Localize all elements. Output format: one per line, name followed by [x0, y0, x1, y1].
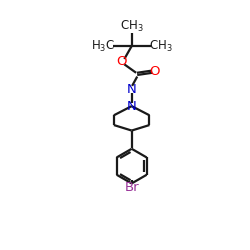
- Text: O: O: [150, 65, 160, 78]
- Text: CH$_3$: CH$_3$: [120, 18, 144, 34]
- Text: N: N: [127, 100, 136, 112]
- Text: O: O: [116, 55, 127, 68]
- Text: H$_3$C: H$_3$C: [91, 38, 115, 54]
- Text: CH$_3$: CH$_3$: [149, 38, 172, 54]
- Text: N: N: [127, 83, 136, 96]
- Text: Br: Br: [124, 181, 139, 194]
